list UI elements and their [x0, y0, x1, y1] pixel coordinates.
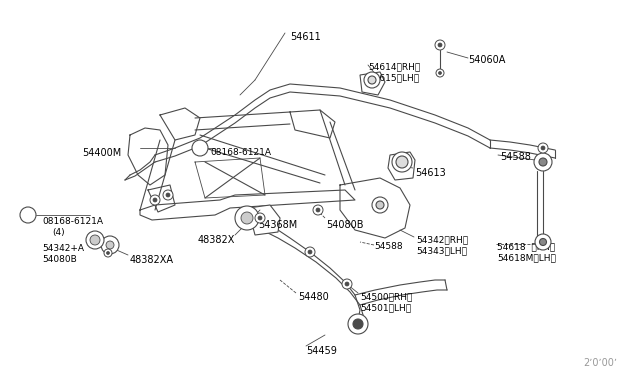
Text: 54618M〈LH〉: 54618M〈LH〉: [497, 253, 556, 262]
Text: 54501〈LH〉: 54501〈LH〉: [360, 303, 411, 312]
Circle shape: [255, 213, 265, 223]
Circle shape: [90, 235, 100, 245]
Circle shape: [539, 158, 547, 166]
Text: N: N: [196, 144, 204, 153]
Text: 54500〈RH〉: 54500〈RH〉: [360, 292, 412, 301]
Text: 54480: 54480: [298, 292, 329, 302]
Circle shape: [345, 282, 349, 286]
Circle shape: [342, 279, 352, 289]
Text: (4): (4): [52, 228, 65, 237]
Text: 54342〈RH〉: 54342〈RH〉: [416, 235, 468, 244]
Circle shape: [535, 234, 551, 250]
Circle shape: [541, 146, 545, 150]
Text: 54588: 54588: [374, 242, 403, 251]
Circle shape: [364, 72, 380, 88]
Circle shape: [438, 43, 442, 47]
Circle shape: [534, 153, 552, 171]
Circle shape: [20, 207, 36, 223]
Circle shape: [258, 216, 262, 220]
Circle shape: [392, 152, 412, 172]
Circle shape: [106, 241, 114, 249]
Text: 54588: 54588: [500, 152, 531, 162]
Text: 54368M: 54368M: [258, 220, 297, 230]
Text: 54615〈LH〉: 54615〈LH〉: [368, 73, 419, 82]
Text: 54613: 54613: [415, 168, 445, 178]
Circle shape: [86, 231, 104, 249]
Circle shape: [538, 143, 548, 153]
Circle shape: [540, 238, 547, 246]
Circle shape: [396, 156, 408, 168]
Text: 54614〈RH〉: 54614〈RH〉: [368, 62, 420, 71]
Text: 54343〈LH〉: 54343〈LH〉: [416, 246, 467, 255]
Circle shape: [192, 140, 208, 156]
Circle shape: [235, 206, 259, 230]
Circle shape: [305, 247, 315, 257]
Circle shape: [372, 197, 388, 213]
Text: 54459: 54459: [306, 346, 337, 356]
Circle shape: [166, 193, 170, 197]
Circle shape: [308, 250, 312, 254]
Text: 08168-6121A: 08168-6121A: [210, 148, 271, 157]
Circle shape: [316, 208, 320, 212]
Circle shape: [153, 198, 157, 202]
Text: 54080B: 54080B: [42, 255, 77, 264]
Text: 54611: 54611: [290, 32, 321, 42]
Circle shape: [348, 314, 368, 334]
Text: 54618  〈RH〉: 54618 〈RH〉: [497, 242, 555, 251]
Circle shape: [313, 205, 323, 215]
Polygon shape: [360, 72, 385, 95]
Text: 48382X: 48382X: [198, 235, 236, 245]
Circle shape: [368, 76, 376, 84]
Circle shape: [101, 236, 119, 254]
Text: 54080B: 54080B: [326, 220, 364, 230]
Text: 2ʼ0ʼ00ʼ: 2ʼ0ʼ00ʼ: [583, 358, 617, 368]
Circle shape: [353, 319, 363, 329]
Circle shape: [104, 249, 112, 257]
Circle shape: [435, 40, 445, 50]
Text: 54400M: 54400M: [82, 148, 121, 158]
Text: 08168-6121A: 08168-6121A: [42, 217, 103, 226]
Circle shape: [376, 201, 384, 209]
Circle shape: [436, 69, 444, 77]
Text: N: N: [25, 211, 31, 219]
Circle shape: [438, 71, 442, 74]
Circle shape: [106, 251, 109, 254]
Text: 48382XA: 48382XA: [130, 255, 174, 265]
Polygon shape: [388, 152, 415, 180]
Circle shape: [241, 212, 253, 224]
Text: 54060A: 54060A: [468, 55, 506, 65]
Circle shape: [150, 195, 160, 205]
Polygon shape: [248, 205, 280, 235]
Text: 54342+A: 54342+A: [42, 244, 84, 253]
Circle shape: [163, 190, 173, 200]
